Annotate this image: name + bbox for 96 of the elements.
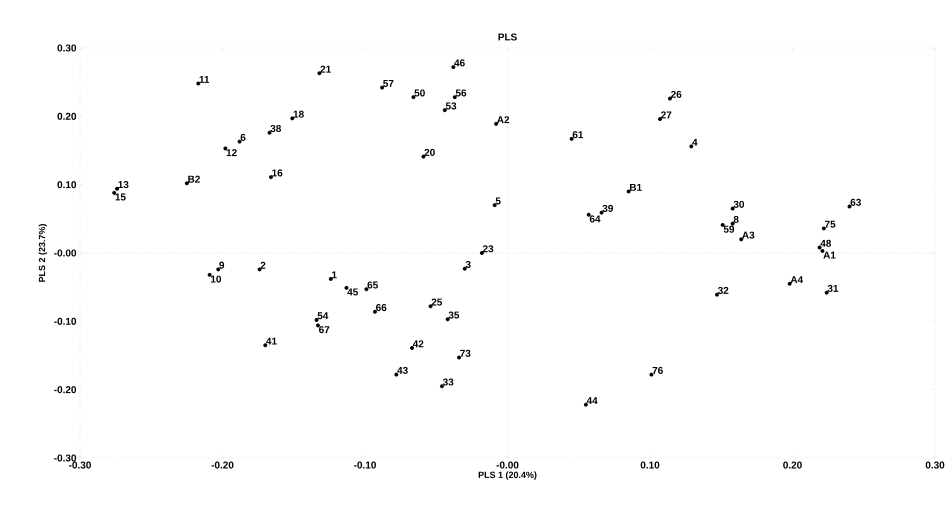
annotation: 11 — [200, 76, 210, 83]
annotation: B1 — [630, 184, 642, 191]
annotation: 48 — [820, 240, 832, 247]
point — [658, 117, 662, 122]
y-tick-label: -0.20 — [54, 386, 76, 394]
annotation: 30 — [734, 200, 744, 208]
annotation: 10 — [211, 276, 222, 283]
x-tick-label: -0.20 — [212, 462, 234, 469]
annotation: 31 — [828, 284, 838, 292]
point — [364, 287, 368, 292]
y-tick-label: -0.10 — [54, 318, 76, 325]
annotation: 9 — [219, 262, 224, 269]
annotation: 33 — [442, 378, 454, 386]
x-axis-title: PLS 1 (20.4%) — [478, 471, 536, 480]
y-tick-label: -0.30 — [54, 454, 76, 462]
annotation: 5 — [496, 198, 501, 204]
annotation: A4 — [790, 276, 804, 284]
y-tick-label: 0.30 — [57, 44, 76, 52]
annotation: 54 — [318, 312, 328, 320]
annotation: 38 — [270, 124, 281, 132]
annotation: 8 — [734, 216, 739, 223]
annotation: 63 — [850, 198, 861, 206]
annotation: A1 — [823, 252, 836, 259]
x-tick-label: -0.10 — [354, 462, 376, 469]
point — [112, 190, 116, 195]
point — [223, 146, 228, 150]
point — [668, 96, 672, 101]
annotation: 1 — [332, 271, 337, 278]
annotation: 15 — [116, 194, 126, 201]
annotation: 45 — [347, 288, 358, 296]
annotation: 18 — [294, 110, 304, 118]
point — [820, 248, 824, 253]
chart-title: PLS — [498, 33, 517, 40]
annotation: A2 — [497, 116, 510, 124]
annotation: 67 — [319, 326, 330, 334]
annotation: 39 — [602, 204, 613, 212]
x-tick-label: -0.30 — [69, 462, 91, 469]
annotation: 25 — [432, 298, 442, 306]
point — [822, 226, 826, 230]
annotation: 75 — [824, 220, 836, 228]
y-axis-title: PLS 2 (23.7%) — [38, 224, 47, 282]
x-tick-label: -0.00 — [496, 462, 518, 469]
annotation: 12 — [226, 149, 237, 156]
annotation: 26 — [671, 90, 682, 98]
annotation: 66 — [376, 304, 386, 312]
annotation: 13 — [118, 181, 128, 188]
annotation: 43 — [397, 366, 408, 374]
annotation: 42 — [412, 340, 424, 348]
annotation: 57 — [383, 80, 394, 87]
point — [626, 190, 631, 194]
point — [328, 276, 333, 281]
point — [649, 372, 654, 377]
annotation: 41 — [266, 338, 277, 345]
annotation: 32 — [718, 286, 728, 294]
point — [421, 154, 426, 159]
annotation: 73 — [460, 350, 470, 357]
annotation: 23 — [482, 245, 494, 252]
point — [208, 272, 212, 277]
x-tick-label: 0.30 — [926, 462, 944, 469]
annotation: 44 — [586, 397, 598, 404]
annotation: 35 — [448, 312, 460, 319]
annotation: 6 — [240, 134, 246, 141]
y-tick-label: -0.00 — [54, 249, 76, 257]
annotation: 64 — [590, 215, 600, 222]
y-tick-label: 0.10 — [57, 181, 76, 188]
annotation: 61 — [572, 131, 584, 138]
point — [739, 237, 744, 242]
point — [268, 175, 273, 180]
annotation: 65 — [367, 281, 378, 289]
annotation: 46 — [454, 59, 465, 66]
point — [440, 384, 444, 388]
annotation: 3 — [466, 260, 471, 268]
point — [372, 310, 377, 314]
point — [411, 95, 416, 100]
annotation: A3 — [742, 232, 754, 239]
point — [290, 116, 294, 120]
annotation: 27 — [661, 111, 672, 118]
annotation: 20 — [424, 148, 435, 156]
point — [714, 292, 719, 297]
annotation: 76 — [652, 366, 663, 374]
annotation: 53 — [446, 102, 456, 110]
point — [316, 323, 320, 328]
annotation: 50 — [414, 89, 425, 96]
annotation: B2 — [188, 176, 200, 183]
x-tick-label: 0.10 — [640, 462, 660, 469]
annotation: 21 — [320, 66, 331, 73]
annotation: 16 — [272, 169, 282, 176]
point — [196, 82, 200, 86]
annotation: 2 — [260, 262, 266, 269]
x-tick-label: 0.20 — [783, 462, 802, 469]
annotation: 56 — [456, 89, 466, 96]
annotation: 4 — [692, 138, 698, 146]
point — [317, 71, 322, 76]
y-tick-label: 0.20 — [57, 112, 76, 120]
annotation: 59 — [724, 226, 734, 233]
point — [184, 181, 189, 186]
